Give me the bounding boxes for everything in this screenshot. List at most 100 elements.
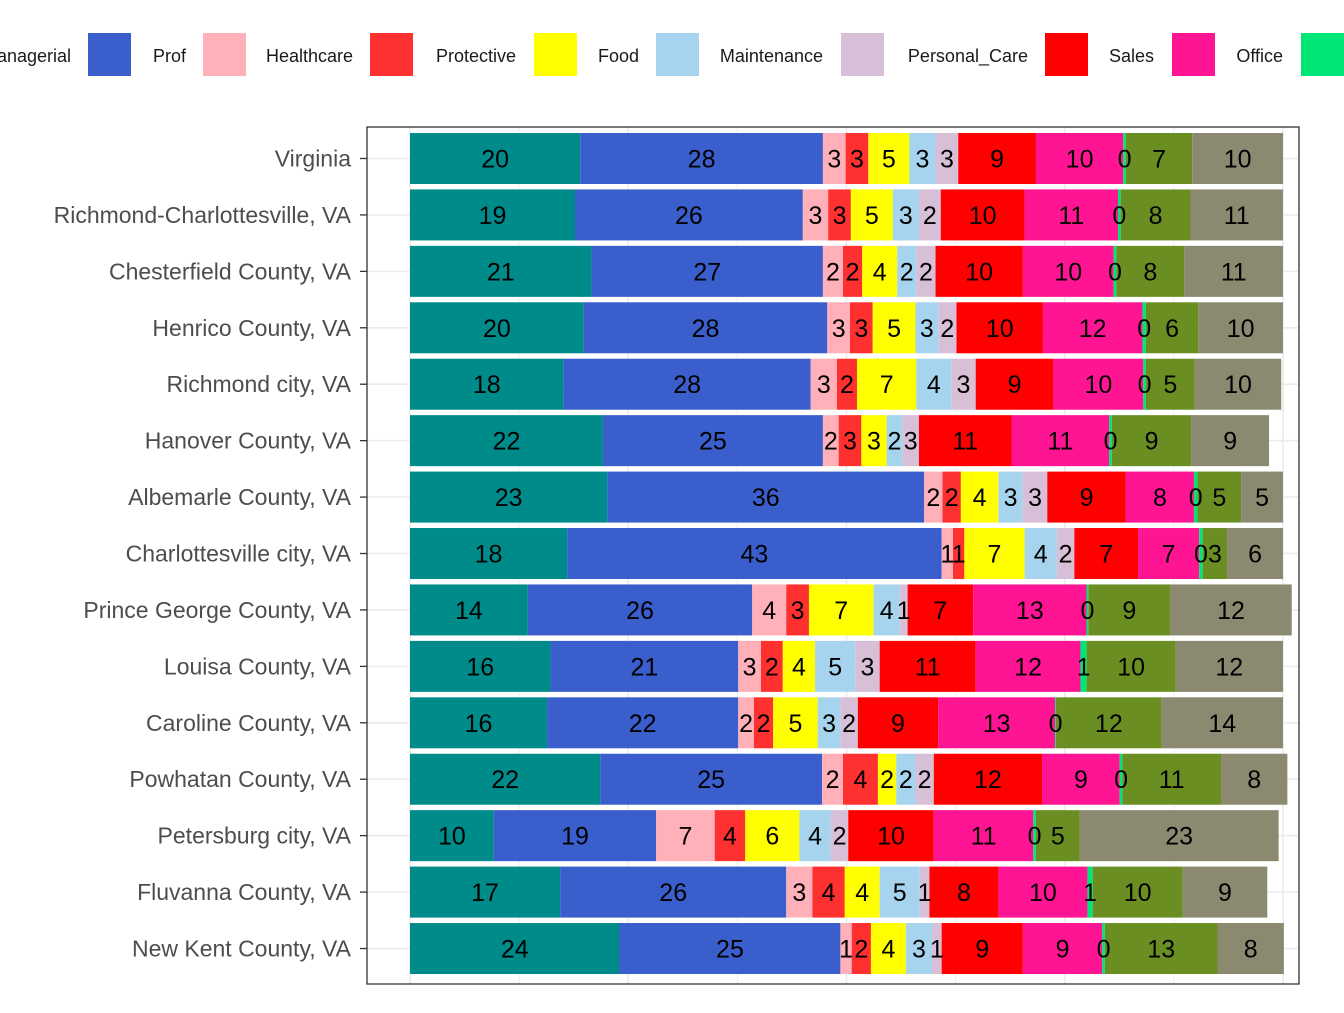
bar-value-label: 1 — [918, 879, 932, 907]
bar-segment — [1056, 528, 1075, 580]
bar-value-label: 5 — [1212, 484, 1226, 512]
bar-value-label: 43 — [740, 541, 768, 569]
bar-value-label: 3 — [833, 202, 847, 230]
bar-segment — [861, 415, 887, 467]
bar-segment — [1123, 133, 1126, 184]
bar-value-label: 10 — [1224, 371, 1252, 399]
bar-value-label: 16 — [466, 653, 494, 681]
bar-value-label: 3 — [1004, 484, 1018, 512]
bar-segment — [870, 923, 906, 975]
bar-value-label: 36 — [752, 484, 780, 512]
bar-segment — [745, 810, 800, 862]
bar-value-label: 26 — [659, 879, 687, 907]
bar-value-label: 23 — [495, 484, 523, 512]
bar-segment — [964, 528, 1025, 580]
bar-value-label: 8 — [1149, 202, 1163, 230]
bar-value-label: 3 — [904, 428, 918, 456]
bar-value-label: 9 — [1223, 428, 1237, 456]
bar-value-label: 11 — [1221, 258, 1247, 286]
bar-segment — [1024, 189, 1119, 241]
bar-segment — [915, 302, 939, 354]
legend-label: Prof — [153, 46, 187, 66]
bar-segment — [1192, 133, 1283, 184]
bar-segment — [1047, 471, 1126, 523]
bar-segment — [782, 640, 816, 692]
bar-value-label: 3 — [860, 653, 874, 681]
bar-value-label: 12 — [1217, 597, 1245, 625]
bar-value-label: 4 — [723, 823, 737, 851]
bar-segment — [1092, 866, 1183, 918]
bar-segment — [574, 189, 803, 241]
y-axis-category-label: Henrico County, VA — [152, 315, 351, 341]
bar-segment — [1022, 471, 1048, 523]
bar-segment — [410, 133, 581, 184]
bar-value-label: 6 — [765, 823, 779, 851]
bar-segment — [1111, 415, 1192, 467]
bar-value-label: 3 — [832, 315, 846, 343]
bar-segment — [410, 810, 494, 862]
bar-segment — [872, 302, 916, 354]
bar-value-label: 1 — [930, 936, 944, 964]
bar-segment — [410, 866, 561, 918]
bar-value-label: 10 — [1227, 315, 1255, 343]
bar-value-label: 3 — [1208, 541, 1222, 569]
bar-value-label: 22 — [629, 710, 657, 738]
bar-segment — [1138, 528, 1200, 580]
bar-segment — [753, 697, 774, 749]
bar-segment — [907, 584, 974, 636]
bar-segment — [851, 923, 871, 975]
bar-value-label: 0 — [1097, 936, 1111, 964]
bar-value-label: 2 — [880, 766, 894, 794]
bar-value-label: 3 — [915, 146, 929, 174]
bar-segment — [916, 245, 936, 297]
bar-segment — [1202, 528, 1228, 580]
bar-segment — [1125, 133, 1193, 184]
bar-segment — [410, 415, 603, 467]
bar-segment — [1184, 245, 1283, 297]
bar-value-label: 21 — [630, 653, 658, 681]
bar-value-label: 10 — [438, 823, 466, 851]
bar-value-label: 4 — [822, 879, 836, 907]
bar-segment — [1145, 302, 1199, 354]
legend-key — [203, 33, 246, 76]
bar-value-label: 2 — [826, 766, 840, 794]
bar-segment — [410, 528, 568, 580]
bar-segment — [827, 302, 850, 354]
bar-value-label: 5 — [828, 653, 842, 681]
bar-segment — [838, 415, 862, 467]
legend-key — [88, 33, 131, 76]
legend-label: Personal_Care — [908, 46, 1028, 67]
bar-value-label: 25 — [716, 936, 744, 964]
bar-value-label: 0 — [1194, 541, 1208, 569]
bar-segment — [941, 923, 1023, 975]
bar-value-label: 24 — [501, 936, 529, 964]
bar-segment — [1086, 584, 1089, 636]
bar-segment — [1120, 189, 1191, 241]
bar-value-label: 28 — [692, 315, 720, 343]
bar-segment — [845, 133, 869, 184]
bar-value-label: 11 — [1224, 202, 1250, 230]
bar-segment — [879, 866, 920, 918]
bar-segment — [932, 923, 942, 975]
bar-segment — [786, 584, 809, 636]
bar-value-label: 8 — [1143, 258, 1157, 286]
bar-segment — [1109, 415, 1112, 467]
bar-value-label: 3 — [1028, 484, 1042, 512]
bar-value-label: 6 — [1165, 315, 1179, 343]
bar-value-label: 10 — [1066, 146, 1094, 174]
bar-segment — [738, 697, 754, 749]
bar-value-label: 1 — [952, 541, 966, 569]
bar-value-label: 0 — [1028, 823, 1042, 851]
bar-segment — [1118, 189, 1121, 241]
bar-segment — [822, 415, 839, 467]
bar-segment — [938, 302, 957, 354]
bar-value-label: 9 — [975, 936, 989, 964]
bar-value-label: 3 — [743, 653, 757, 681]
bar-segment — [1088, 584, 1171, 636]
bar-value-label: 3 — [850, 146, 864, 174]
bar-value-label: 2 — [826, 258, 840, 286]
bar-value-label: 11 — [1047, 428, 1073, 456]
bar-segment — [877, 753, 897, 805]
bar-segment — [773, 697, 818, 749]
